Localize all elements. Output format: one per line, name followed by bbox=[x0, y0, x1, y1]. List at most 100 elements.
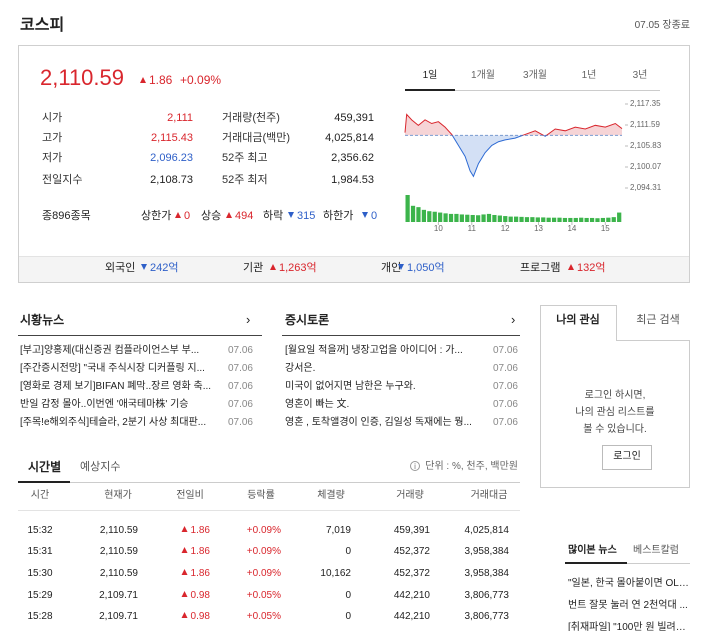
volume-bar bbox=[541, 217, 546, 222]
table-cell: 7,019 bbox=[325, 525, 351, 536]
news-date: 07.06 bbox=[227, 417, 253, 428]
index-change: 1.86 bbox=[140, 73, 172, 87]
stat-value: 2,096.23 bbox=[150, 152, 193, 164]
investor-label: 개인 bbox=[381, 262, 402, 274]
x-tick-label: 10 bbox=[434, 224, 443, 233]
arrow-down bbox=[362, 212, 368, 218]
breadth-value-value: 0 bbox=[184, 210, 191, 222]
y-tick-label: 2,094.31 bbox=[630, 183, 662, 192]
quote-box bbox=[18, 45, 690, 283]
table-header: 거래량 bbox=[396, 490, 424, 501]
more-arrow[interactable]: › bbox=[246, 312, 251, 327]
volume-bar bbox=[568, 217, 573, 222]
arrow-down bbox=[141, 264, 147, 270]
arrow-up bbox=[568, 264, 574, 270]
index-price: 2,110.59 bbox=[40, 65, 125, 90]
stat-label: 거래량(천주) bbox=[222, 112, 280, 124]
y-tick-label: 2,117.35 bbox=[630, 99, 661, 108]
news-date: 07.06 bbox=[227, 345, 253, 356]
table-header: 체결량 bbox=[317, 490, 345, 501]
stat-value: 459,391 bbox=[334, 112, 374, 124]
stat-label: 전일지수 bbox=[42, 174, 83, 186]
table-cell: 2,109.71 bbox=[99, 590, 138, 601]
breadth-value-value: 0 bbox=[371, 210, 378, 222]
period-tab: 1일 bbox=[422, 70, 438, 81]
period-tab: 1개월 bbox=[471, 70, 495, 81]
table-cell: 15:29 bbox=[27, 590, 53, 601]
login-button[interactable] bbox=[602, 445, 652, 470]
market-status: 07.05 장종료 bbox=[634, 20, 690, 31]
stat-label: 고가 bbox=[42, 132, 63, 144]
arrow-down bbox=[398, 264, 404, 270]
tab-active-rule bbox=[405, 89, 455, 91]
table-header: 시간 bbox=[30, 490, 50, 501]
side-tab-active[interactable] bbox=[540, 305, 617, 341]
table-cell: 3,806,773 bbox=[464, 590, 510, 601]
breadth-label: 상한가 bbox=[141, 210, 172, 222]
table-head-rule bbox=[18, 510, 520, 511]
popular-item: 번트 잘못 눌러 연 2천억대 ... bbox=[568, 600, 688, 611]
stat-label: 52주 최고 bbox=[222, 152, 268, 164]
login-button-label: 로그인 bbox=[613, 451, 641, 462]
period-tab: 3년 bbox=[632, 70, 648, 81]
area-above bbox=[405, 114, 622, 136]
volume-bar bbox=[606, 217, 611, 222]
investor-value-value: 1,263억 bbox=[279, 262, 317, 274]
breadth-label: 하한가 bbox=[323, 210, 354, 222]
info-icon[interactable]: i bbox=[410, 461, 420, 471]
news-date: 07.06 bbox=[227, 381, 253, 392]
table-cell: 3,806,773 bbox=[464, 611, 510, 622]
stat-label: 시가 bbox=[42, 112, 63, 124]
news-date: 07.06 bbox=[492, 345, 518, 356]
popular-active-rule bbox=[565, 562, 627, 564]
arrow-down bbox=[288, 212, 294, 218]
table-header: 거래대금 bbox=[470, 490, 508, 501]
volume-bar bbox=[508, 216, 513, 222]
investor-label: 프로그램 bbox=[520, 262, 561, 274]
table-cell: 2,109.71 bbox=[99, 611, 138, 622]
login-message: 볼 수 있습니다. bbox=[583, 424, 647, 435]
side-tab: 최근 검색 bbox=[636, 314, 680, 326]
table-tab-active: 시간별 bbox=[28, 460, 62, 474]
arrow-up bbox=[181, 612, 188, 618]
volume-bar bbox=[600, 217, 606, 222]
volume-bar bbox=[492, 214, 497, 222]
table-cell: +0.09% bbox=[246, 568, 281, 579]
price-line-up bbox=[404, 113, 623, 136]
table-change-value: 0.98 bbox=[190, 611, 210, 622]
table-change-value: 0.98 bbox=[190, 590, 210, 601]
stat-label: 52주 최저 bbox=[222, 174, 268, 186]
side-panel bbox=[540, 340, 690, 488]
breadth-value-value: 494 bbox=[235, 210, 254, 222]
news-item: [월요일 적을꺼] 냉장고업을 아이디어 : 가... bbox=[285, 345, 463, 356]
volume-bar bbox=[535, 217, 540, 222]
y-tick-label: 2,100.07 bbox=[630, 162, 662, 171]
news-item: [주목!e해외주식]테슬라, 2분기 사상 최대판... bbox=[20, 417, 207, 428]
login-message: 로그인 하시면, bbox=[584, 390, 646, 401]
volume-bar bbox=[497, 215, 502, 222]
table-change: 1.86 bbox=[181, 545, 210, 559]
volume-bar bbox=[589, 217, 595, 222]
stat-value: 2,356.62 bbox=[331, 152, 374, 164]
investor-value-value: 1,050억 bbox=[407, 262, 445, 274]
breadth-value: 315 bbox=[288, 209, 315, 223]
popular-tab-active: 많이본 뉴스 bbox=[568, 545, 617, 556]
breadth-label: 하락 bbox=[263, 210, 284, 222]
table-cell: +0.09% bbox=[246, 546, 281, 557]
table-cell: 452,372 bbox=[393, 546, 430, 557]
table-unit: 단위 : %, 천주, 백만원 bbox=[425, 461, 518, 472]
table-change-value: 1.86 bbox=[190, 546, 210, 557]
more-arrow[interactable]: › bbox=[511, 312, 516, 327]
index-change-value: 1.86 bbox=[149, 73, 173, 87]
volume-bar bbox=[551, 217, 557, 222]
area-below bbox=[405, 135, 622, 177]
table-cell: 3,958,384 bbox=[464, 568, 510, 579]
table-tab-active bbox=[18, 481, 70, 483]
volume-bar bbox=[617, 212, 622, 222]
investor-value: 132억 bbox=[568, 261, 605, 275]
stat-value: 2,108.73 bbox=[150, 174, 193, 186]
volume-bar bbox=[459, 214, 464, 222]
volume-bar bbox=[486, 213, 492, 222]
stat-value: 1,984.53 bbox=[331, 174, 374, 186]
table-cell: 10,162 bbox=[320, 568, 351, 579]
